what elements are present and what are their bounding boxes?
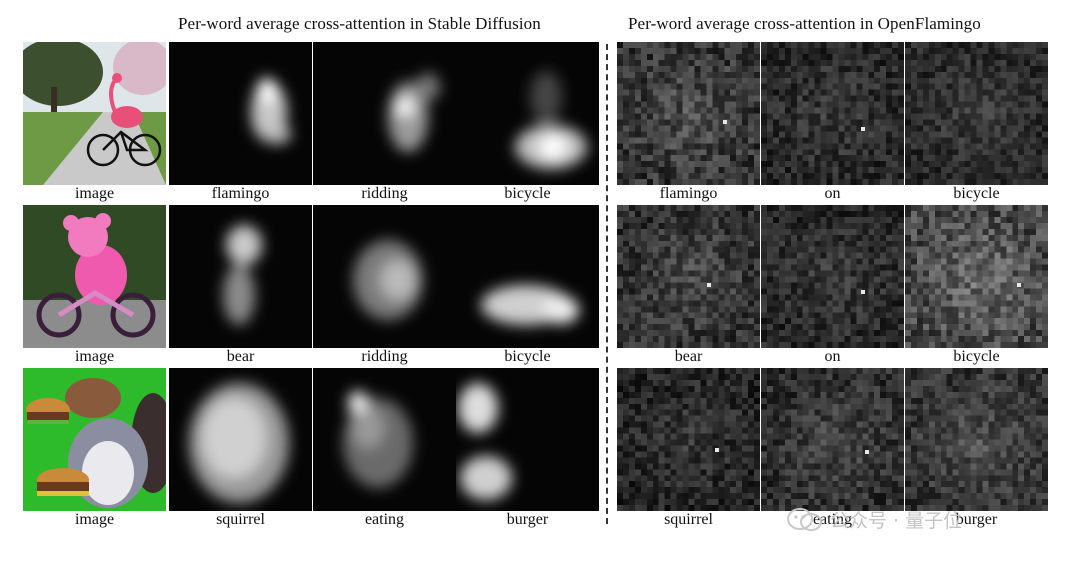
of-word-caption: flamingo xyxy=(659,185,718,202)
source-image xyxy=(23,205,166,348)
sd-word-caption: ridding xyxy=(361,348,408,365)
sd-attention-map xyxy=(313,42,456,185)
of-attention-map xyxy=(617,42,760,185)
of-attention-map xyxy=(761,368,904,511)
sd-panel-title: Per-word average cross-attention in Stab… xyxy=(178,14,541,33)
source-image xyxy=(23,42,166,185)
sd-word-caption: ridding xyxy=(361,185,408,202)
sd-attention-map xyxy=(313,205,456,348)
sd-attention-map xyxy=(313,368,456,511)
sd-attention-map xyxy=(169,42,312,185)
of-word-caption: on xyxy=(824,348,841,365)
sd-word-caption: bear xyxy=(226,348,255,365)
of-word-caption: bear xyxy=(674,348,703,365)
sd-attention-map xyxy=(456,205,599,348)
image-caption: image xyxy=(74,185,115,202)
of-attention-map xyxy=(905,368,1048,511)
of-word-caption: squirrel xyxy=(664,511,713,528)
sd-attention-map xyxy=(169,368,312,511)
sd-word-caption: squirrel xyxy=(216,511,265,528)
of-word-caption: burger xyxy=(955,511,998,528)
source-image xyxy=(23,368,166,511)
panel-divider xyxy=(606,44,608,524)
of-attention-map xyxy=(617,368,760,511)
of-panel-title: Per-word average cross-attention in Open… xyxy=(628,14,981,33)
sd-attention-map xyxy=(456,42,599,185)
sd-word-caption: eating xyxy=(364,511,405,528)
of-word-caption: on xyxy=(824,185,841,202)
of-word-caption: eating xyxy=(812,511,853,528)
of-word-caption: bicycle xyxy=(953,185,1000,202)
sd-word-caption: bicycle xyxy=(504,185,551,202)
sd-attention-map xyxy=(456,368,599,511)
of-attention-map xyxy=(617,205,760,348)
of-attention-map xyxy=(761,205,904,348)
of-word-caption: bicycle xyxy=(953,348,1000,365)
of-attention-map xyxy=(905,205,1048,348)
sd-word-caption: bicycle xyxy=(504,348,551,365)
image-caption: image xyxy=(74,348,115,365)
sd-word-caption: flamingo xyxy=(211,185,270,202)
sd-attention-map xyxy=(169,205,312,348)
sd-word-caption: burger xyxy=(506,511,549,528)
image-caption: image xyxy=(74,511,115,528)
of-attention-map xyxy=(905,42,1048,185)
of-attention-map xyxy=(761,42,904,185)
